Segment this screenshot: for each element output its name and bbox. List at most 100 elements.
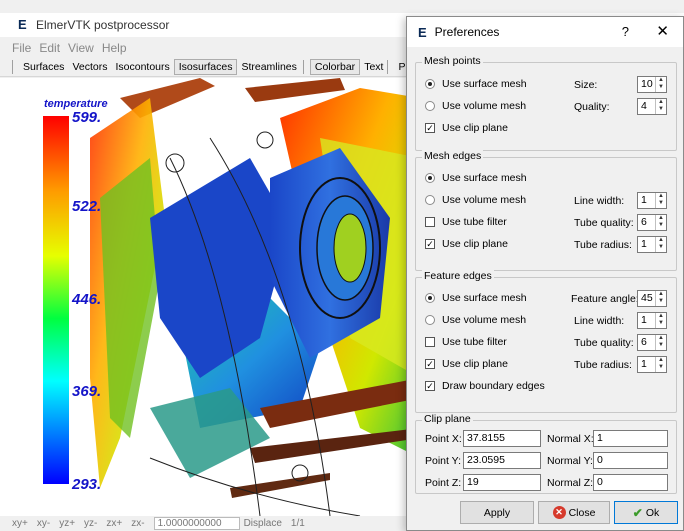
view-zx-minus-button[interactable]: zx- <box>131 518 145 529</box>
mesh-edge <box>149 457 361 516</box>
mesh-edges-tube-checkbox[interactable]: Use tube filter <box>425 216 507 228</box>
dialog-logo-icon: E <box>418 24 427 40</box>
mesh-surface <box>250 428 420 463</box>
dialog-title: Preferences <box>434 25 500 39</box>
feature-edges-surface-radio[interactable]: Use surface mesh <box>425 292 527 304</box>
feature-edges-clip-checkbox[interactable]: ✓ Use clip plane <box>425 358 508 370</box>
radio-icon <box>425 101 435 111</box>
tube-radius-spinbox[interactable]: 1 ▲ ▼ <box>637 236 667 253</box>
normal-z-input[interactable]: 0 <box>593 474 668 491</box>
view-yz-plus-button[interactable]: yz+ <box>59 518 76 529</box>
ok-button[interactable]: ✔ Ok <box>614 501 678 524</box>
spin-arrows-icon[interactable]: ▲ ▼ <box>655 193 666 208</box>
point-z-input[interactable]: 19 <box>463 474 541 491</box>
spin-arrows-icon[interactable]: ▲ ▼ <box>655 215 666 230</box>
checkbox-icon <box>425 337 435 347</box>
mesh-points-group: Mesh points Use surface mesh Use volume … <box>415 55 677 151</box>
normal-x-label: Normal X: <box>547 433 594 445</box>
menu-help[interactable]: Help <box>101 40 127 55</box>
radio-label: Use volume mesh <box>442 194 527 206</box>
checkbox-checked-icon: ✓ <box>425 381 435 391</box>
tube-radius-label: Tube radius: <box>574 359 632 371</box>
radio-label: Use volume mesh <box>442 100 527 112</box>
feature-angle-spinbox[interactable]: 45 ▲ ▼ <box>637 290 667 307</box>
radio-selected-icon <box>425 79 435 89</box>
toolbar-separator <box>12 59 13 74</box>
point-y-input[interactable]: 23.0595 <box>463 452 541 469</box>
colorbar-label: 522. <box>72 198 101 215</box>
mesh-edges-volume-radio[interactable]: Use volume mesh <box>425 194 526 206</box>
streamlines-button[interactable]: Streamlines <box>241 60 297 73</box>
spin-arrows-icon[interactable]: ▲ ▼ <box>655 77 666 92</box>
group-title: Clip plane <box>422 413 473 425</box>
spinbox-value: 10 <box>641 78 653 90</box>
feature-edges-volume-radio[interactable]: Use volume mesh <box>425 314 526 326</box>
mesh-points-volume-radio[interactable]: Use volume mesh <box>425 100 526 112</box>
mesh-edge <box>169 157 261 516</box>
colorbar-label-min: 293. <box>71 476 101 493</box>
text-button[interactable]: Text <box>364 60 384 73</box>
mesh-points-surface-radio[interactable]: Use surface mesh <box>425 78 527 90</box>
isocontours-button[interactable]: Isocontours <box>115 60 170 73</box>
spin-arrows-icon[interactable]: ▲ ▼ <box>655 357 666 372</box>
close-button[interactable]: ✕ Close <box>538 501 610 524</box>
colorbar-button[interactable]: Colorbar <box>309 58 361 75</box>
view-xy-plus-button[interactable]: xy+ <box>12 518 28 529</box>
quality-label: Quality: <box>574 101 610 113</box>
size-spinbox[interactable]: 10 ▲ ▼ <box>637 76 667 93</box>
spin-arrows-icon[interactable]: ▲ ▼ <box>655 99 666 114</box>
group-title: Mesh edges <box>422 150 484 162</box>
spin-arrows-icon[interactable]: ▲ ▼ <box>655 291 666 306</box>
spinbox-value: 1 <box>641 314 647 326</box>
mesh-surface <box>245 78 345 102</box>
checkbox-label: Draw boundary edges <box>442 380 545 392</box>
spin-arrows-icon[interactable]: ▲ ▼ <box>655 237 666 252</box>
help-button[interactable]: ? <box>621 24 629 39</box>
feature-edges-tube-checkbox[interactable]: Use tube filter <box>425 336 507 348</box>
render-viewport[interactable]: temperature 599. 522. 446. 369. 293. <box>0 78 420 516</box>
line-width-spinbox[interactable]: 1 ▲ ▼ <box>637 192 667 209</box>
radio-selected-icon <box>425 173 435 183</box>
mesh-points-clip-checkbox[interactable]: ✓ Use clip plane <box>425 122 508 134</box>
toolbar-separator <box>387 59 389 74</box>
draw-boundary-edges-checkbox[interactable]: ✓ Draw boundary edges <box>425 380 545 392</box>
feature-angle-label: Feature angle: <box>571 293 639 305</box>
colorbar-label-max: 599. <box>72 109 101 126</box>
checkbox-label: Use clip plane <box>442 358 508 370</box>
menu-view[interactable]: View <box>68 40 94 55</box>
spin-arrows-icon[interactable]: ▲ ▼ <box>655 313 666 328</box>
size-label: Size: <box>574 79 598 91</box>
menu-file[interactable]: File <box>12 40 32 55</box>
normal-x-input[interactable]: 1 <box>593 430 668 447</box>
menu-edit[interactable]: Edit <box>39 40 61 55</box>
displace-scale-input[interactable]: 1.0000000000 <box>153 517 240 530</box>
close-icon[interactable]: ✕ <box>656 23 669 40</box>
spinbox-value: 1 <box>641 238 647 250</box>
quality-spinbox[interactable]: 4 ▲ ▼ <box>637 98 667 115</box>
line-width-spinbox[interactable]: 1 ▲ ▼ <box>637 312 667 329</box>
clip-plane-group: Clip plane Point X: 37.8155 Normal X: 1 … <box>415 413 677 494</box>
vectors-button[interactable]: Vectors <box>72 60 108 73</box>
isosurfaces-button[interactable]: Isosurfaces <box>173 58 238 75</box>
normal-y-label: Normal Y: <box>547 455 593 467</box>
checkbox-checked-icon: ✓ <box>425 123 435 133</box>
surfaces-button[interactable]: Surfaces <box>23 60 65 73</box>
point-y-label: Point Y: <box>425 455 462 467</box>
spinbox-value: 4 <box>641 100 647 112</box>
tube-quality-spinbox[interactable]: 6 ▲ ▼ <box>637 214 667 231</box>
spinbox-value: 6 <box>641 336 647 348</box>
tube-radius-spinbox[interactable]: 1 ▲ ▼ <box>637 356 667 373</box>
mesh-surface <box>150 388 270 478</box>
mesh-edges-clip-checkbox[interactable]: ✓ Use clip plane <box>425 238 508 250</box>
view-zx-plus-button[interactable]: zx+ <box>106 518 123 529</box>
apply-button[interactable]: Apply <box>460 501 534 524</box>
view-xy-minus-button[interactable]: xy- <box>36 518 51 529</box>
normal-y-input[interactable]: 0 <box>593 452 668 469</box>
displace-label: Displace <box>243 518 282 529</box>
mesh-edges-surface-radio[interactable]: Use surface mesh <box>425 172 527 184</box>
view-yz-minus-button[interactable]: yz- <box>84 518 98 529</box>
point-x-input[interactable]: 37.8155 <box>463 430 541 447</box>
tube-quality-spinbox[interactable]: 6 ▲ ▼ <box>637 334 667 351</box>
tube-quality-label: Tube quality: <box>574 217 634 229</box>
spin-arrows-icon[interactable]: ▲ ▼ <box>655 335 666 350</box>
